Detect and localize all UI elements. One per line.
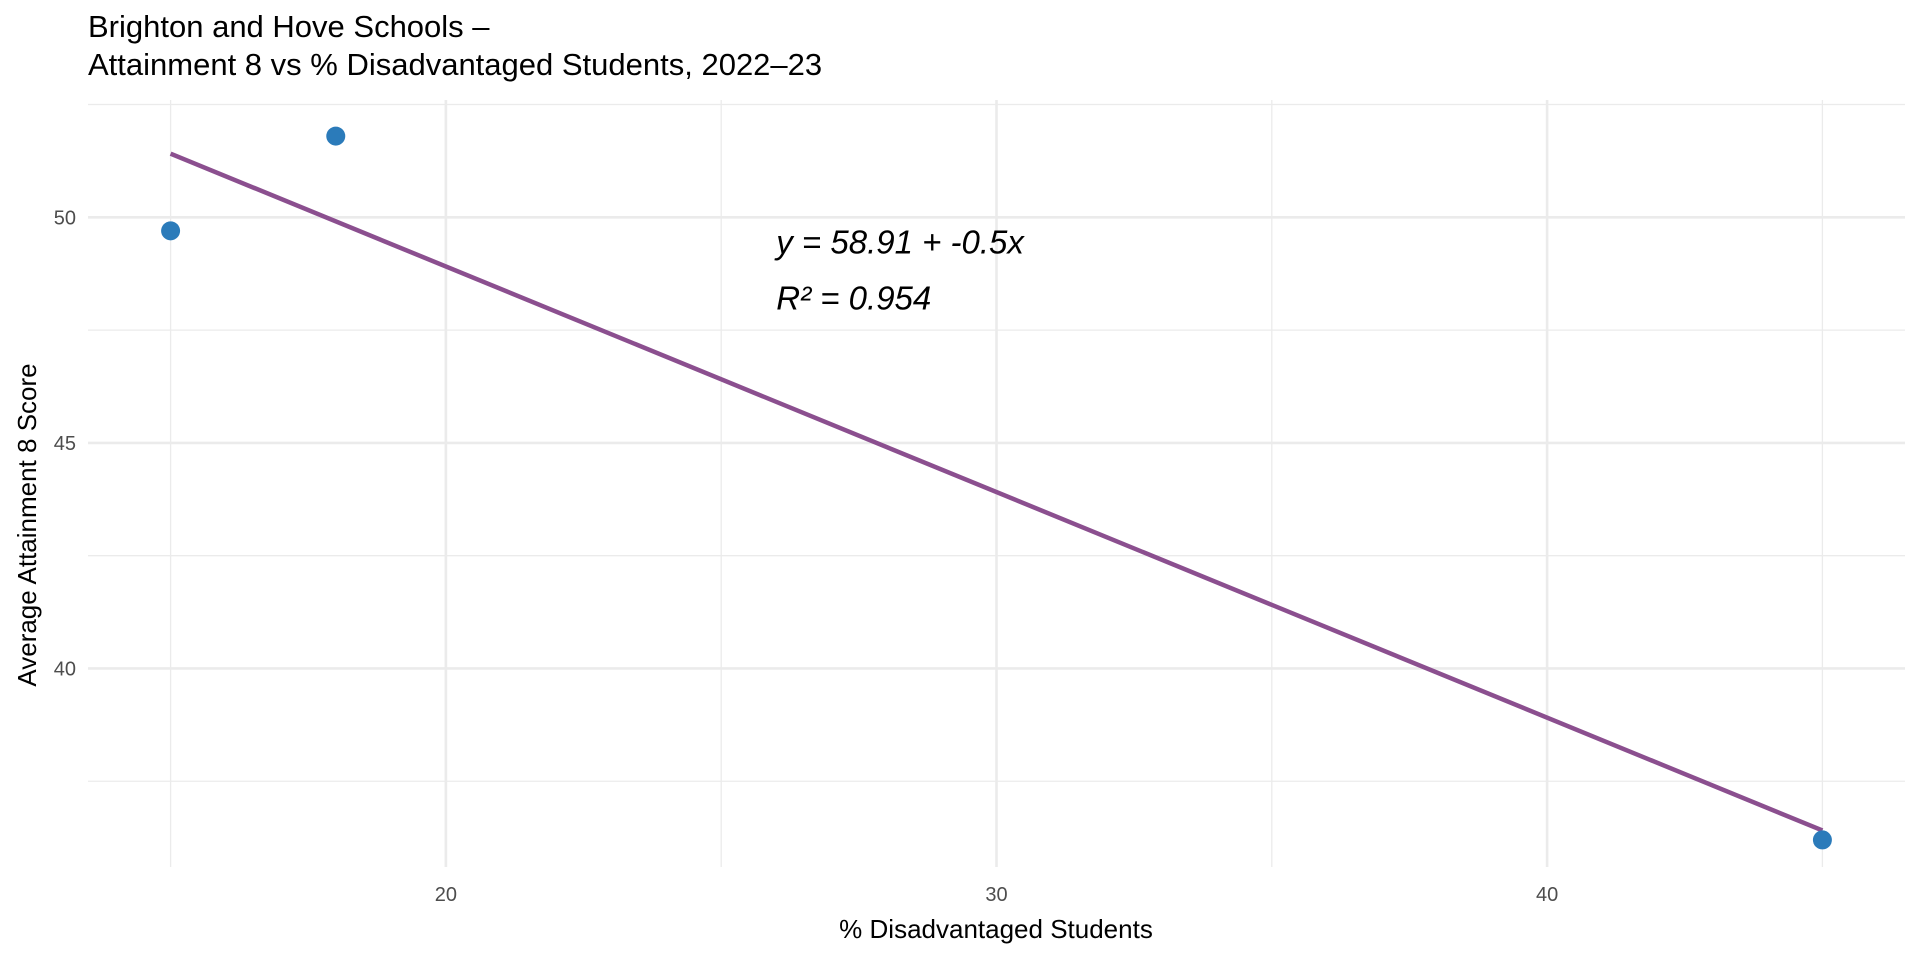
grid-major <box>88 100 1905 867</box>
x-tick-label: 30 <box>985 884 1007 906</box>
chart-title-line-2: Attainment 8 vs % Disadvantaged Students… <box>88 47 823 82</box>
x-tick-label: 20 <box>435 884 457 906</box>
data-point <box>326 126 346 146</box>
annotation-layer: y = 58.91 + -0.5x R² = 0.954 <box>774 223 1025 316</box>
data-point <box>161 221 181 241</box>
regression-annotation-line: R² = 0.954 <box>776 279 931 316</box>
points-layer <box>161 126 1832 850</box>
regression-annotation-line: y = 58.91 + -0.5x <box>774 223 1025 260</box>
regression-line <box>169 151 1824 833</box>
y-tick-label: 40 <box>54 658 76 680</box>
chart-title: Brighton and Hove Schools – Attainment 8… <box>88 8 822 84</box>
data-point <box>1812 830 1832 850</box>
y-tick-label: 45 <box>54 433 76 455</box>
x-tick-label: 40 <box>1536 884 1558 906</box>
y-axis-label: Average Attainment 8 Score <box>12 363 42 686</box>
chart-title-line-1: Brighton and Hove Schools – <box>88 9 490 44</box>
tick-labels: 20 30 40 40 45 50 <box>54 207 1558 906</box>
x-axis-label: % Disadvantaged Students <box>839 914 1153 944</box>
y-tick-label: 50 <box>54 207 76 229</box>
trendline-layer <box>169 151 1824 833</box>
